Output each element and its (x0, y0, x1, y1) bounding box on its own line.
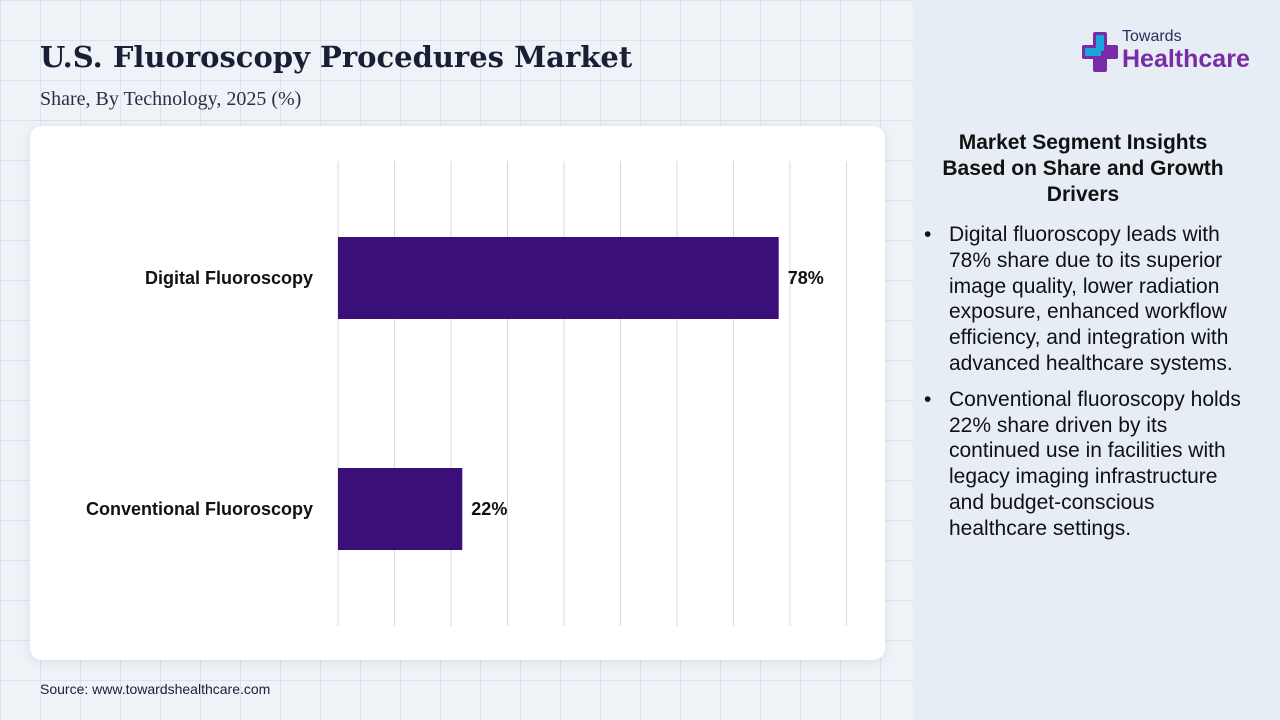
page-subtitle: Share, By Technology, 2025 (%) (40, 88, 302, 110)
category-label: Digital Fluoroscopy (145, 268, 313, 288)
page-title: U.S. Fluoroscopy Procedures Market (40, 40, 633, 74)
category-label: Conventional Fluoroscopy (86, 499, 313, 519)
bar (338, 468, 463, 550)
data-label: 78% (788, 268, 824, 288)
logo-text-small: Towards (1122, 28, 1182, 45)
source-note: Source: www.towardshealthcare.com (40, 681, 271, 697)
logo-text-big: Healthcare (1122, 45, 1250, 73)
insight-bullet: Conventional fluoroscopy holds 22% share… (924, 387, 1244, 542)
insights-list: Digital fluoroscopy leads with 78% share… (924, 222, 1244, 552)
brand-logo: Towards Healthcare (1080, 28, 1260, 80)
bar (338, 237, 779, 319)
data-label: 22% (471, 499, 507, 519)
medical-cross-icon (1082, 32, 1118, 72)
insight-bullet: Digital fluoroscopy leads with 78% share… (924, 222, 1244, 377)
chart-card: Digital Fluoroscopy 78% Conventional Fluor… (30, 126, 885, 660)
bar-chart: Digital Fluoroscopy 78% Conventional Fluor… (86, 161, 847, 626)
insights-title: Market Segment Insights Based on Share a… (942, 131, 1224, 206)
